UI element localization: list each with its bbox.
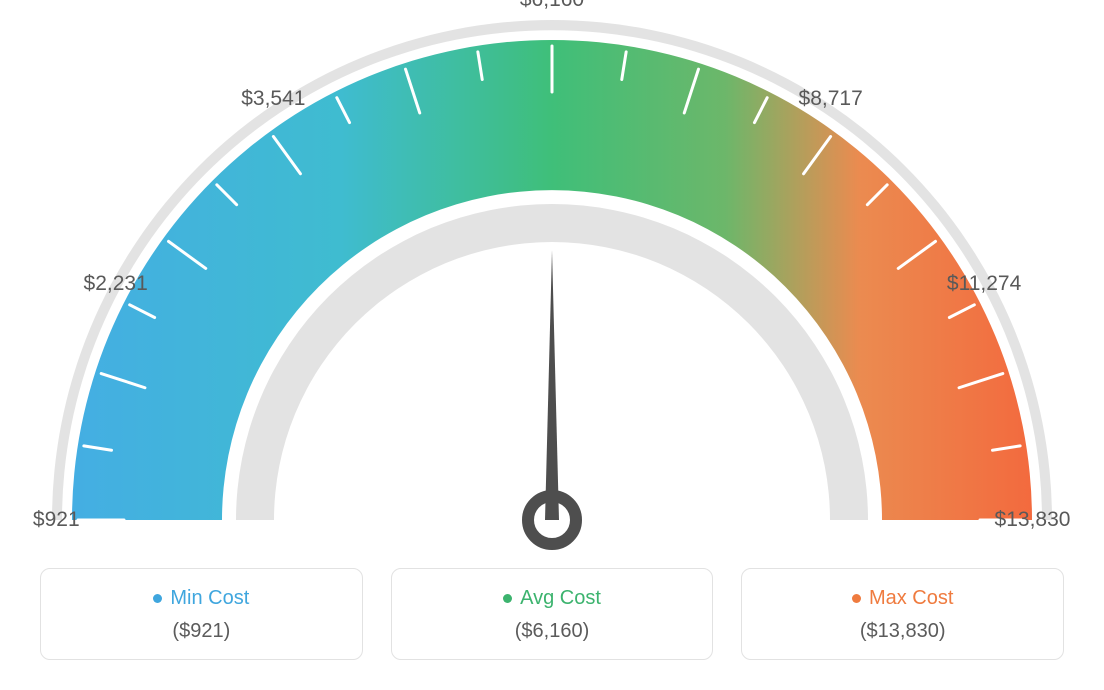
gauge-value-label: $13,830 <box>995 508 1071 532</box>
gauge: $921 $2,231 $3,541 $6,160 $8,717 $11,274 $13,8… <box>0 0 1104 560</box>
legend-dot-icon <box>503 594 512 603</box>
legend-card: Max Cost ($13,830) <box>741 568 1064 660</box>
legend-title-row: Max Cost <box>742 587 1063 610</box>
gauge-value-label: $8,717 <box>799 87 863 111</box>
legend-row: Min Cost ($921) Avg Cost ($6,160) Max Cost ($… <box>40 568 1064 660</box>
chart-container: $921 $2,231 $3,541 $6,160 $8,717 $11,274 $13,8… <box>0 0 1104 690</box>
legend-card: Avg Cost ($6,160) <box>391 568 714 660</box>
gauge-needle <box>545 250 559 520</box>
legend-dot-icon <box>153 594 162 603</box>
legend-title-row: Avg Cost <box>392 587 713 610</box>
gauge-value-label: $921 <box>33 508 80 532</box>
legend-title: Max Cost <box>869 587 953 610</box>
gauge-svg <box>0 0 1104 560</box>
gauge-value-label: $2,231 <box>84 272 148 296</box>
gauge-value-label: $11,274 <box>947 272 1021 296</box>
gauge-value-label: $6,160 <box>520 0 584 12</box>
legend-title: Avg Cost <box>520 587 601 610</box>
legend-title: Min Cost <box>170 587 249 610</box>
legend-title-row: Min Cost <box>41 587 362 610</box>
legend-dot-icon <box>852 594 861 603</box>
gauge-value-label: $3,541 <box>241 87 305 111</box>
legend-value: ($13,830) <box>742 620 1063 643</box>
legend-value: ($921) <box>41 620 362 643</box>
legend-value: ($6,160) <box>392 620 713 643</box>
legend-card: Min Cost ($921) <box>40 568 363 660</box>
